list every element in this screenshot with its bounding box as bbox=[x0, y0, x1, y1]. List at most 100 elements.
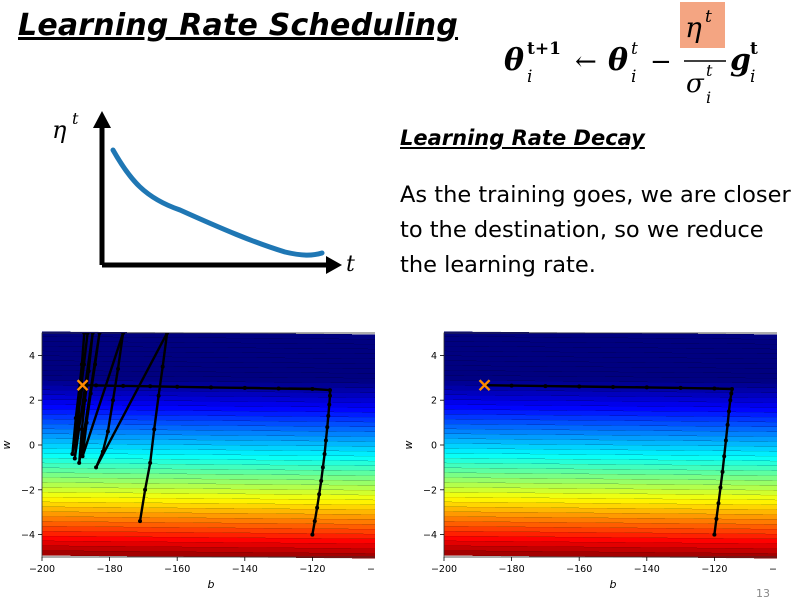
eta-numerator: η bbox=[685, 11, 702, 44]
trajectory-point bbox=[209, 385, 213, 390]
trajectory-point bbox=[84, 420, 89, 425]
trajectory-point bbox=[644, 385, 649, 390]
minus-sign: − bbox=[650, 47, 672, 77]
trajectory-point bbox=[729, 387, 734, 391]
trajectory-point bbox=[86, 369, 91, 374]
x-tick-label: −180 bbox=[499, 564, 525, 575]
target-marker bbox=[478, 379, 491, 392]
trajectory-point bbox=[509, 383, 514, 388]
y-tick-label: 4 bbox=[29, 351, 35, 362]
trajectory-point bbox=[94, 465, 99, 470]
trajectory-point bbox=[121, 333, 126, 335]
trajectory-point bbox=[726, 409, 731, 414]
x-tick-label: −180 bbox=[97, 564, 123, 575]
trajectory-point bbox=[156, 393, 161, 398]
x-tick-label: −140 bbox=[232, 564, 258, 575]
x-tick-label: −160 bbox=[566, 564, 592, 575]
decay-curve bbox=[110, 147, 325, 258]
trajectory-point bbox=[148, 384, 153, 389]
x-axis-label: b bbox=[610, 578, 617, 590]
x-axis-label: b bbox=[208, 578, 215, 590]
trajectory-point bbox=[79, 427, 84, 432]
trajectory-point bbox=[327, 388, 332, 393]
trajectory-point bbox=[116, 366, 121, 371]
y-axis-label: w bbox=[402, 441, 415, 450]
sigma-denominator: σ bbox=[686, 69, 705, 99]
theta-current-sup: t bbox=[631, 39, 638, 59]
gradient-sup: t bbox=[750, 39, 758, 59]
trajectory-point bbox=[712, 386, 717, 391]
trajectory-point bbox=[93, 362, 98, 367]
contour-plot-left: −200 −180 −160 −140 −120 −100 4 2 0 −2 −4 b w bbox=[0, 331, 375, 590]
trajectory-point bbox=[72, 456, 77, 461]
gradient-sub: i bbox=[750, 67, 755, 87]
assign-arrow: ← bbox=[575, 47, 597, 77]
trajectory-point bbox=[73, 416, 78, 421]
trajectory-point bbox=[110, 398, 115, 403]
trajectory-point bbox=[577, 384, 582, 389]
t-axis-label: t bbox=[346, 252, 355, 277]
y-axis-label: w bbox=[0, 441, 13, 450]
trajectory-point bbox=[728, 398, 733, 403]
y-tick-label: −4 bbox=[423, 530, 437, 541]
trajectory-point bbox=[725, 422, 730, 427]
trajectory-point bbox=[242, 385, 247, 390]
trajectory-point bbox=[81, 362, 86, 367]
x-tick-label: −120 bbox=[299, 564, 325, 575]
trajectory-point bbox=[80, 454, 85, 459]
trajectory-point bbox=[327, 393, 332, 398]
sigma-denominator-sub: i bbox=[706, 88, 711, 107]
update-formula: θ t+1 i ← θ t i − η t σ t i g t i bbox=[504, 2, 758, 107]
trajectory-point bbox=[88, 391, 93, 396]
trajectory-point bbox=[152, 427, 157, 432]
eta-axis-label-sup: t bbox=[72, 109, 79, 128]
eta-numerator-sup: t bbox=[705, 7, 712, 27]
trajectory-point bbox=[70, 451, 75, 456]
y-axis-arrowhead bbox=[93, 111, 111, 128]
trajectory-point bbox=[718, 485, 723, 490]
x-axis-arrowhead bbox=[326, 256, 342, 274]
theta-next: θ bbox=[504, 43, 524, 78]
trajectory-point bbox=[175, 384, 180, 389]
x-tick-label: −120 bbox=[701, 564, 727, 575]
x-tick-label: −160 bbox=[164, 564, 190, 575]
trajectory-point bbox=[325, 425, 330, 430]
trajectory-point bbox=[678, 385, 683, 390]
theta-current-sub: i bbox=[631, 67, 636, 87]
trajectory-point bbox=[105, 429, 110, 434]
trajectory-point bbox=[121, 383, 126, 388]
trajectory-point bbox=[276, 386, 281, 391]
y-tick-label: −4 bbox=[21, 530, 35, 541]
trajectory-point bbox=[716, 501, 721, 506]
trajectory-point bbox=[82, 398, 87, 403]
trajectory-point bbox=[82, 333, 87, 335]
slide-number: 13 bbox=[756, 587, 770, 600]
trajectory-point bbox=[75, 425, 80, 430]
trajectory-point bbox=[729, 391, 734, 396]
trajectory-point bbox=[723, 438, 728, 443]
y-tick-label: 0 bbox=[431, 441, 437, 452]
contour-plot-right: −200 −180 −160 −140 −120 −100 4 2 0 −2 −4 b w bbox=[402, 331, 777, 590]
trajectory-point bbox=[327, 402, 332, 407]
trajectory-point bbox=[312, 519, 317, 524]
trajectory-line bbox=[484, 384, 734, 535]
y-tick-label: 4 bbox=[431, 351, 437, 362]
y-tick-label: 0 bbox=[29, 441, 35, 452]
trajectory-point bbox=[143, 487, 148, 492]
x-tick-label: −100 bbox=[769, 564, 777, 575]
trajectory-point bbox=[90, 333, 95, 335]
decay-explanation: As the training goes, we are closer to t… bbox=[400, 182, 791, 278]
y-tick-label: −2 bbox=[423, 485, 437, 496]
trajectory-point bbox=[310, 387, 315, 391]
trajectory-point bbox=[310, 532, 315, 537]
y-tick-label: 2 bbox=[29, 396, 35, 407]
learning-rate-decay-plot: η t t bbox=[52, 109, 355, 277]
trajectory-point bbox=[78, 391, 83, 396]
x-tick-label: −140 bbox=[634, 564, 660, 575]
eta-axis-label: η bbox=[52, 116, 67, 144]
y-tick-label: 2 bbox=[431, 396, 437, 407]
trajectory-point bbox=[712, 532, 717, 537]
sigma-denominator-sup: t bbox=[706, 61, 713, 80]
learning-rate-highlight bbox=[680, 2, 725, 48]
trajectory-point bbox=[317, 492, 322, 497]
